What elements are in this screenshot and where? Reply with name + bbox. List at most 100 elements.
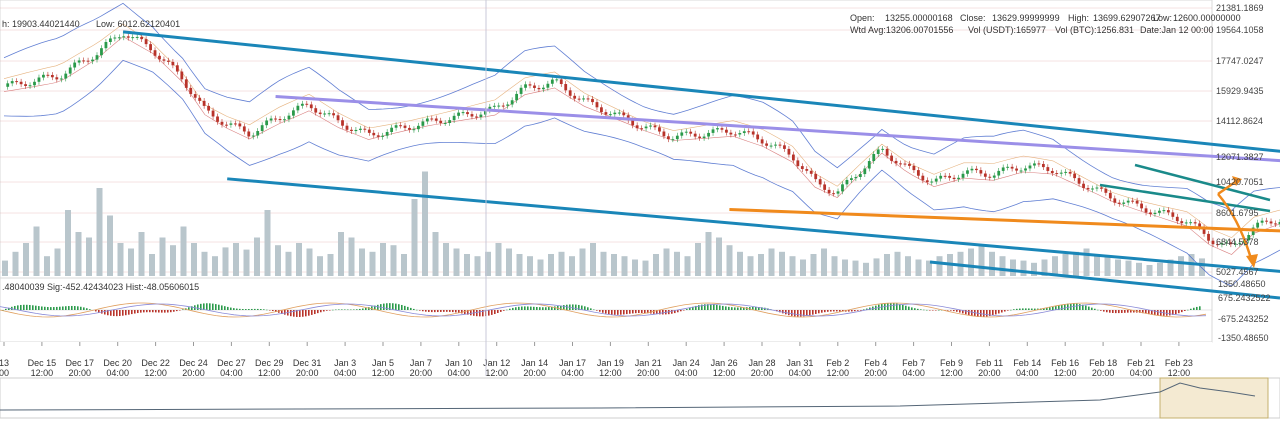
candle [1202, 227, 1206, 234]
macd-bar [56, 306, 58, 310]
macd-bar [176, 310, 178, 312]
candle [1117, 202, 1121, 204]
macd-bar [497, 310, 499, 313]
macd-bar [800, 310, 802, 317]
macd-bar [173, 310, 175, 312]
x-tick-label: 04:00 [334, 368, 357, 378]
macd-bar [323, 310, 325, 312]
volume-bar [779, 251, 785, 276]
candle [251, 135, 255, 137]
macd-bar [536, 307, 538, 310]
candle [894, 160, 898, 164]
volume-bar [611, 254, 617, 276]
macd-bar [1124, 310, 1126, 313]
navigator[interactable] [0, 377, 1280, 419]
macd-bar [920, 309, 922, 310]
candle [1086, 187, 1090, 190]
candle [100, 48, 103, 56]
macd-bar [908, 306, 910, 310]
macd-bar [143, 310, 145, 313]
candle [546, 83, 550, 88]
volume-bar [86, 237, 92, 276]
band-line [3, 59, 1280, 287]
macd-bar [641, 310, 643, 313]
macd-bar [269, 310, 271, 311]
macd-bar [1175, 310, 1177, 315]
volume-bar [233, 243, 239, 276]
candle [278, 119, 282, 121]
volume-bar [1052, 256, 1058, 276]
volume-bar [75, 232, 82, 276]
macd-bar [404, 305, 406, 310]
macd-bar [710, 304, 712, 310]
candle [1247, 234, 1251, 241]
volume-bar [422, 171, 428, 276]
arrow-head [1232, 176, 1242, 186]
x-tick-label: Dec 20 [103, 358, 132, 368]
candle [497, 105, 501, 107]
candle [1269, 221, 1273, 224]
macd-bar [89, 309, 91, 310]
macd-bar [560, 305, 562, 310]
macd-bar [5, 308, 7, 310]
macd-bar [158, 310, 160, 313]
macd-bar [206, 303, 208, 310]
navigator-window[interactable] [1159, 377, 1269, 419]
volume-bar [684, 256, 691, 276]
candle [82, 60, 86, 62]
candle [666, 136, 670, 140]
candle [247, 131, 251, 137]
x-tick-label: Feb 2 [826, 358, 849, 368]
volume-bar [201, 251, 208, 276]
candle [33, 81, 36, 86]
macd-bar [62, 306, 64, 310]
volume-bar [768, 248, 775, 276]
macd-bar [752, 306, 754, 310]
x-tick-label: Jan 19 [597, 358, 624, 368]
candle [818, 179, 822, 185]
macd-bar [986, 310, 988, 317]
macd-bar [365, 307, 367, 310]
macd-bar [719, 305, 721, 310]
macd-bar [584, 306, 586, 310]
volume-bar [1199, 258, 1205, 276]
candle [778, 144, 782, 146]
x-tick-label: 12:00 [1168, 368, 1191, 378]
volume-bar [254, 237, 260, 276]
candle [153, 50, 157, 56]
candle [1207, 233, 1210, 241]
macd-bar [320, 310, 322, 313]
macd-bar [128, 310, 130, 315]
candle [1198, 223, 1202, 228]
macd-bar [1094, 308, 1096, 310]
candle [577, 98, 581, 100]
macd-bar [38, 306, 40, 310]
macd-bar [1184, 310, 1186, 311]
macd-bar [998, 310, 1000, 314]
macd-bar [965, 310, 967, 315]
macd-bar [566, 304, 568, 310]
x-tick-label: Feb 16 [1051, 358, 1079, 368]
volume-bar [128, 248, 134, 276]
macd-bar [512, 307, 514, 310]
candle [832, 193, 835, 195]
macd-bar [539, 307, 541, 310]
volume-bar [642, 260, 649, 276]
candle [403, 125, 407, 128]
volume-bar [926, 260, 932, 276]
macd-bar [371, 306, 373, 310]
high-label: h: 19903.44021440 [2, 19, 80, 29]
candle [216, 116, 219, 122]
macd-bar [782, 310, 784, 314]
macd-bar [359, 308, 361, 310]
macd-bar [659, 310, 661, 315]
macd-bar [452, 310, 454, 313]
candle [475, 116, 478, 118]
macd-bar [1004, 310, 1006, 312]
volume-bar [65, 210, 71, 276]
macd-bar [515, 307, 517, 310]
macd-bar [494, 310, 496, 315]
macd-bar [251, 308, 253, 310]
band-line [3, 2, 1280, 211]
volume-bar [1083, 248, 1090, 276]
